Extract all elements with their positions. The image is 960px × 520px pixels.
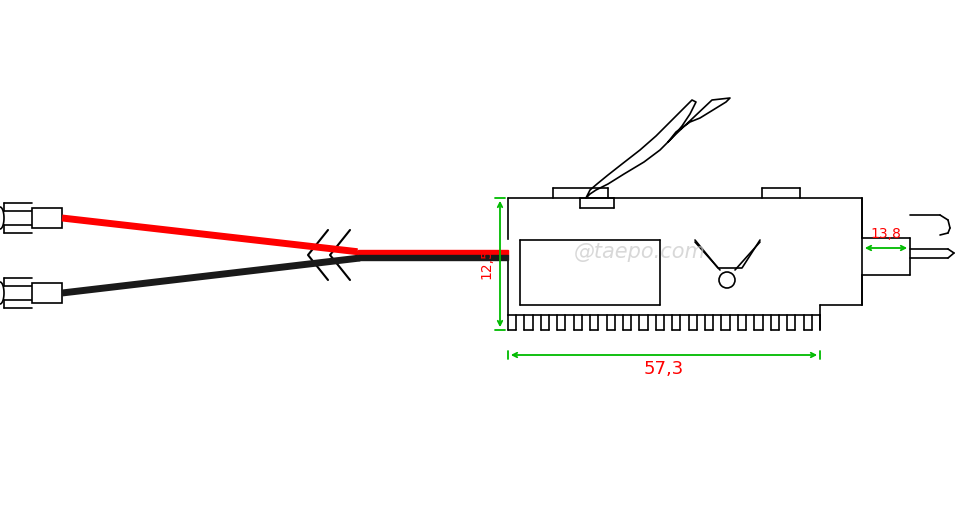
Text: 57,3: 57,3 [644, 360, 684, 378]
Bar [32, 283, 62, 303]
Text: @taepo.com: @taepo.com [574, 242, 706, 262]
Bar [32, 208, 62, 228]
Polygon shape [358, 250, 508, 255]
Text: 12,5: 12,5 [479, 249, 493, 279]
Text: 13,8: 13,8 [871, 227, 901, 241]
Polygon shape [358, 255, 508, 260]
Circle shape [719, 272, 735, 288]
